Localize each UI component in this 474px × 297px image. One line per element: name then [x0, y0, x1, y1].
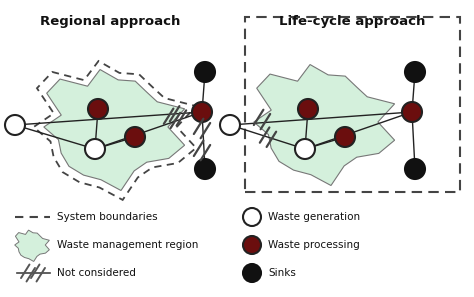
Circle shape — [88, 99, 108, 119]
Text: Waste management region: Waste management region — [57, 240, 199, 250]
Circle shape — [5, 115, 25, 135]
Circle shape — [220, 115, 240, 135]
Circle shape — [195, 62, 215, 82]
Circle shape — [195, 159, 215, 179]
Circle shape — [295, 139, 315, 159]
Circle shape — [243, 264, 261, 282]
Text: Regional approach: Regional approach — [40, 15, 180, 29]
Polygon shape — [44, 69, 185, 190]
Circle shape — [405, 62, 425, 82]
Polygon shape — [15, 230, 49, 261]
Text: Waste processing: Waste processing — [268, 240, 360, 250]
Circle shape — [85, 139, 105, 159]
Text: System boundaries: System boundaries — [57, 212, 158, 222]
Circle shape — [335, 127, 355, 147]
Circle shape — [402, 102, 422, 122]
Text: Not considered: Not considered — [57, 268, 136, 278]
Circle shape — [405, 159, 425, 179]
Text: Sinks: Sinks — [268, 268, 296, 278]
Circle shape — [243, 208, 261, 226]
Circle shape — [125, 127, 145, 147]
Circle shape — [298, 99, 318, 119]
Circle shape — [192, 102, 212, 122]
Text: Waste generation: Waste generation — [268, 212, 360, 222]
Polygon shape — [254, 64, 395, 186]
Circle shape — [243, 236, 261, 254]
Text: Life-cycle approach: Life-cycle approach — [279, 15, 425, 29]
